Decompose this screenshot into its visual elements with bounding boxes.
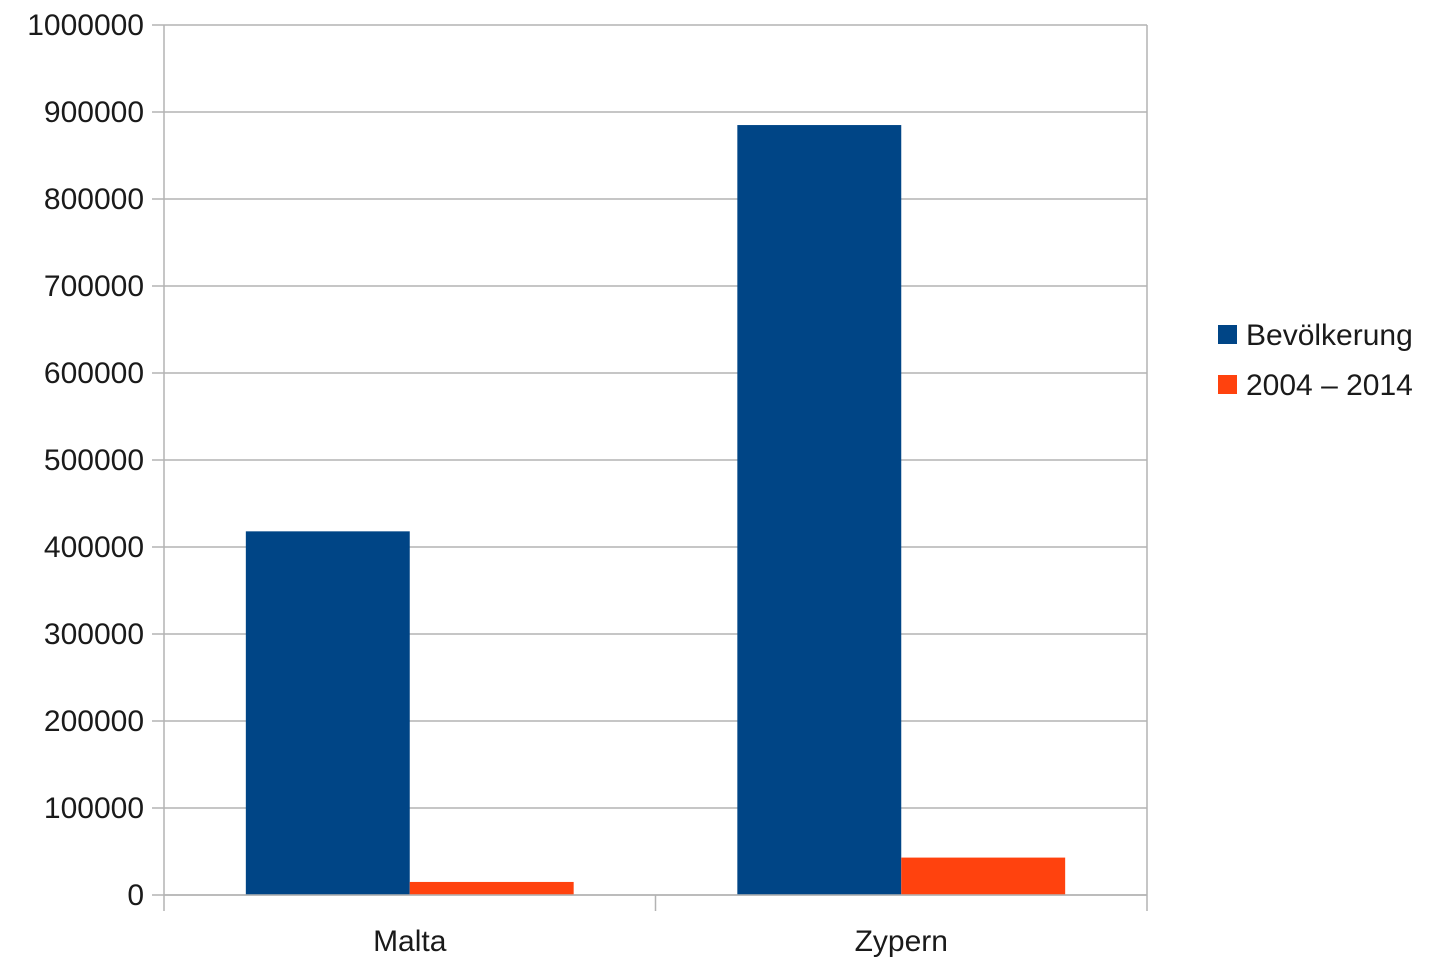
axes [152, 24, 1148, 911]
bar-zypern-series-0 [737, 125, 902, 896]
y-tick-label: 1000000 [27, 9, 144, 42]
x-tick-labels: Malta Zypern [373, 925, 948, 958]
x-tick-label: Zypern [855, 925, 948, 958]
y-tick-label: 500000 [44, 444, 144, 477]
y-tick-label: 300000 [44, 618, 144, 651]
y-tick-label: 900000 [44, 96, 144, 129]
legend: Bevölkerung 2004 – 2014 [1218, 319, 1413, 402]
bar-malta-series-1 [409, 881, 574, 895]
y-tick-label: 0 [127, 879, 144, 912]
x-tick-label: Malta [373, 925, 447, 958]
y-tick-label: 100000 [44, 792, 144, 825]
y-tick-label: 700000 [44, 270, 144, 303]
y-tick-label: 400000 [44, 531, 144, 564]
legend-label: Bevölkerung [1246, 319, 1413, 352]
bars [245, 125, 1066, 896]
y-tick-label: 600000 [44, 357, 144, 390]
legend-swatch [1218, 325, 1237, 344]
legend-label: 2004 – 2014 [1246, 369, 1413, 402]
bar-zypern-series-1 [901, 857, 1066, 895]
bar-malta-series-0 [245, 531, 410, 895]
legend-swatch [1218, 375, 1237, 394]
y-tick-labels: 0 100000 200000 300000 400000 500000 600000 700… [27, 9, 144, 912]
y-tick-label: 800000 [44, 183, 144, 216]
y-tick-label: 200000 [44, 705, 144, 738]
